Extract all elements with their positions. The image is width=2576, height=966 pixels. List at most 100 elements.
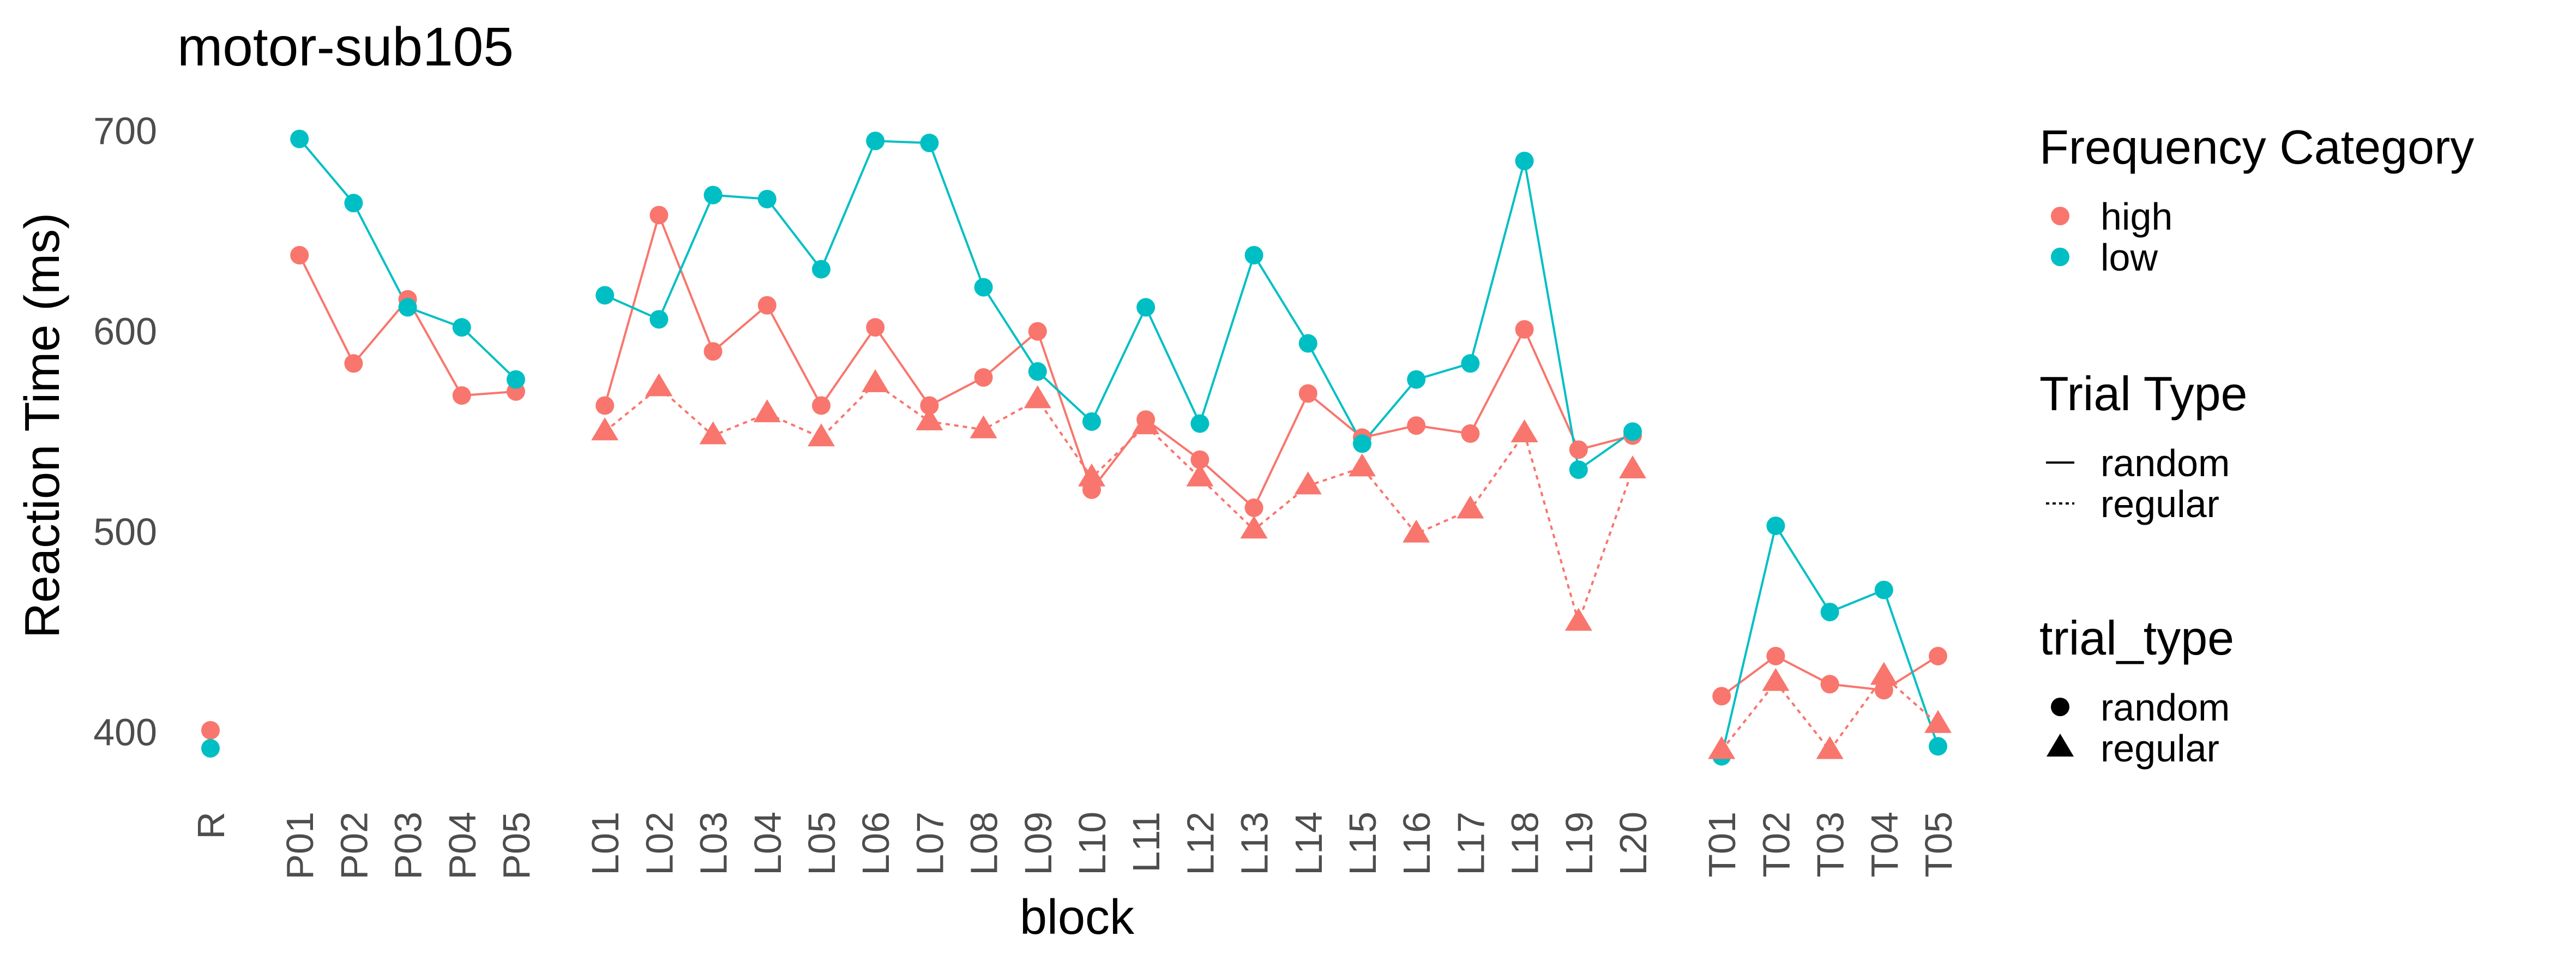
series-lines	[298, 138, 1939, 757]
data-point-low-random-p01	[290, 129, 309, 148]
data-point-high-regular-l18	[1510, 419, 1538, 442]
data-point-high-regular-l09	[1024, 385, 1051, 409]
data-point-high-regular-t04	[1870, 662, 1898, 685]
data-point-low-random-l12	[1190, 414, 1209, 433]
data-point-high-random-l06	[866, 318, 885, 337]
legend-label: random	[2100, 442, 2230, 484]
x-tick-label: L04	[747, 812, 789, 875]
data-point-high-random-l09	[1028, 322, 1047, 341]
data-point-high-regular-l05	[808, 423, 835, 447]
data-point-high-random-l18	[1515, 320, 1534, 339]
legend-label: regular	[2100, 727, 2219, 770]
data-point-high-random-l07	[920, 396, 939, 415]
data-point-high-regular-l02	[645, 373, 673, 397]
x-axis-ticks: R P01 P02 P03 P04 P05 L01 L02 L03 L04 L05 L06 L07 L08…	[190, 812, 1960, 880]
data-point-low-random-l06	[866, 131, 885, 151]
data-point-high-random-t02	[1766, 646, 1785, 665]
x-tick-label: L19	[1558, 812, 1600, 875]
data-point-low-random-p03	[398, 298, 417, 317]
data-point-high-random-l01	[595, 396, 615, 415]
x-tick-label: L06	[854, 812, 897, 875]
x-tick-label: L15	[1341, 812, 1384, 875]
x-tick-label: L09	[1017, 812, 1060, 875]
data-point-low-random-p02	[344, 194, 363, 213]
data-point-high-random-r	[201, 721, 220, 740]
x-tick-label: L01	[584, 812, 627, 875]
data-point-low-random-r	[201, 739, 220, 758]
x-tick-label: L14	[1287, 812, 1330, 875]
data-point-high-regular-l17	[1456, 495, 1484, 519]
data-point-high-random-l05	[812, 396, 830, 415]
legend-key-regular-triangle	[2047, 733, 2074, 757]
data-point-high-regular-l15	[1349, 453, 1376, 477]
data-point-low-random-l07	[920, 134, 939, 153]
data-point-high-regular-l20	[1619, 455, 1646, 479]
data-point-low-random-l13	[1244, 245, 1263, 265]
x-tick-label: L07	[908, 812, 951, 875]
data-point-high-random-l14	[1298, 384, 1317, 403]
data-point-low-random-t02	[1766, 516, 1785, 535]
data-point-high-regular-l12	[1186, 463, 1214, 487]
data-point-low-random-t04	[1874, 580, 1893, 599]
legend-title: trial_type	[2039, 611, 2234, 665]
data-point-high-random-t03	[1820, 675, 1839, 694]
data-point-high-regular-l01	[591, 417, 619, 441]
x-tick-label: P02	[333, 812, 375, 880]
x-tick-label: T04	[1863, 812, 1906, 878]
data-point-high-random-p02	[344, 354, 363, 373]
data-point-low-random-t03	[1820, 603, 1839, 621]
y-tick-label: 500	[93, 511, 157, 553]
data-point-low-random-l15	[1353, 434, 1371, 453]
y-tick-label: 400	[93, 711, 157, 754]
data-point-high-random-t04	[1874, 681, 1893, 700]
x-tick-label: L10	[1071, 812, 1114, 875]
x-tick-label: R	[190, 812, 232, 839]
x-tick-label: P01	[279, 812, 321, 880]
data-point-high-random-l19	[1569, 440, 1588, 459]
data-point-high-random-l04	[757, 296, 777, 315]
legend-key-low	[2051, 248, 2069, 266]
y-tick-label: 600	[93, 310, 157, 353]
legend-title: Frequency Category	[2039, 120, 2474, 174]
x-tick-label: L13	[1233, 812, 1276, 875]
x-tick-label: L18	[1504, 812, 1546, 875]
data-point-low-random-l20	[1623, 422, 1642, 441]
y-axis-ticks: 400 500 600 700	[93, 110, 157, 754]
data-point-low-random-l11	[1136, 298, 1155, 317]
data-point-low-random-l04	[757, 189, 777, 208]
data-point-high-random-l12	[1190, 450, 1209, 469]
x-tick-label: P03	[387, 812, 430, 880]
data-point-low-random-l03	[703, 185, 723, 205]
data-point-low-random-l08	[974, 278, 993, 297]
data-point-low-random-l14	[1298, 334, 1317, 353]
series-line-low-random	[298, 138, 517, 381]
x-tick-label: L02	[638, 812, 681, 875]
x-tick-label: L11	[1125, 812, 1167, 873]
data-point-high-random-t01	[1712, 687, 1731, 706]
data-point-high-regular-l07	[916, 407, 943, 430]
legend-label: low	[2100, 236, 2158, 279]
data-point-low-random-l09	[1028, 362, 1047, 381]
x-tick-label: L20	[1612, 812, 1654, 875]
data-point-low-random-l17	[1461, 354, 1480, 373]
x-axis-title: block	[1020, 890, 1135, 945]
x-tick-label: T03	[1809, 812, 1852, 878]
data-point-high-regular-l10	[1078, 463, 1105, 487]
x-tick-label: L03	[693, 812, 735, 875]
x-tick-label: L08	[963, 812, 1006, 875]
data-point-high-regular-l11	[1132, 411, 1160, 435]
data-point-low-random-p05	[507, 370, 525, 389]
y-tick-label: 700	[93, 110, 157, 152]
data-point-high-regular-l16	[1403, 519, 1430, 543]
x-tick-label: L16	[1395, 812, 1438, 875]
legend-label: random	[2100, 686, 2230, 729]
data-point-low-random-l02	[649, 310, 669, 329]
x-tick-label: P04	[441, 812, 484, 880]
data-point-high-random-p04	[452, 386, 471, 405]
data-point-low-random-l16	[1407, 370, 1426, 389]
data-point-low-random-l10	[1082, 412, 1101, 431]
data-point-low-random-l05	[812, 260, 830, 279]
x-tick-label: T01	[1701, 812, 1743, 878]
x-tick-label: P05	[495, 812, 538, 880]
